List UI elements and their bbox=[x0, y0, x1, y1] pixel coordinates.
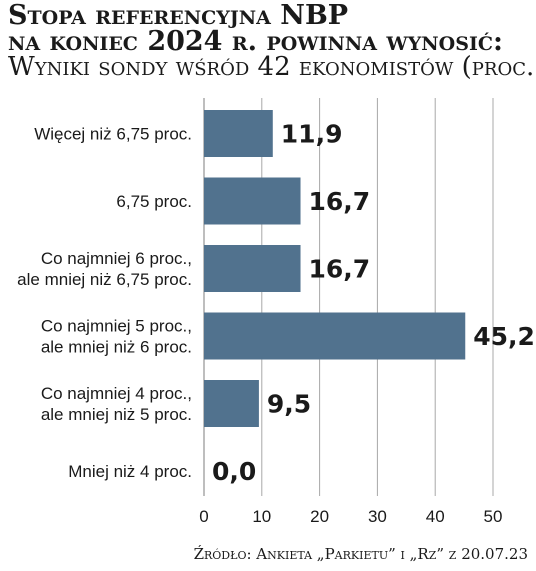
data-label: 0,0 bbox=[212, 457, 256, 486]
chart-subtitle: Wyniki sondy wśród 42 ekonomistów (proc.… bbox=[8, 52, 536, 82]
category-label: Co najmniej 5 proc., ale mniej niż 6 proc… bbox=[41, 317, 192, 357]
bar bbox=[204, 245, 301, 292]
x-tick-label: 0 bbox=[199, 507, 208, 526]
data-label: 9,5 bbox=[267, 390, 311, 419]
category-label: Więcej niż 6,75 proc. bbox=[34, 125, 192, 144]
chart-title-line-1: Stopa referencyjna NBP bbox=[8, 0, 349, 31]
x-tick-label: 50 bbox=[484, 507, 503, 526]
bar bbox=[204, 380, 259, 427]
category-label: 6,75 proc. bbox=[116, 192, 192, 211]
data-label: 16,7 bbox=[309, 255, 371, 284]
data-label: 11,9 bbox=[281, 120, 343, 149]
chart-title-line-2: na koniec 2024 r. powinna wynosić: bbox=[8, 26, 503, 57]
x-tick-label: 40 bbox=[426, 507, 445, 526]
category-label: Mniej niż 4 proc. bbox=[68, 462, 192, 481]
x-tick-label: 10 bbox=[252, 507, 271, 526]
x-tick-label: 30 bbox=[368, 507, 387, 526]
bar bbox=[204, 312, 466, 360]
category-label: Co najmniej 6 proc., ale mniej niż 6,75 p… bbox=[17, 249, 192, 289]
category-label: Co najmniej 4 proc., ale mniej niż 5 proc… bbox=[41, 384, 192, 424]
source-note: Źródło: Ankieta „Parkietu” i „Rz” z 20.0… bbox=[193, 545, 528, 563]
x-tick-label: 20 bbox=[310, 507, 329, 526]
data-label: 45,2 bbox=[473, 322, 535, 351]
bar bbox=[204, 177, 301, 225]
bar bbox=[204, 110, 273, 157]
data-label: 16,7 bbox=[309, 187, 371, 216]
